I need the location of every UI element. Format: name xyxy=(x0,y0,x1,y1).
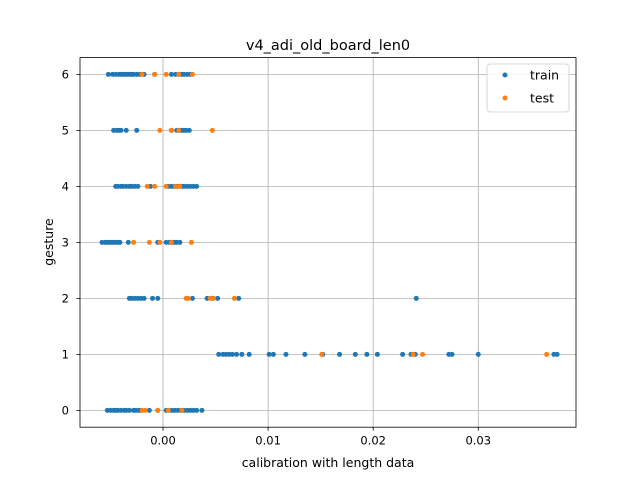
y-axis-label: gesture xyxy=(41,218,56,266)
train-point xyxy=(117,239,123,245)
test-point xyxy=(176,127,182,133)
train-point xyxy=(234,351,240,357)
test-point xyxy=(168,127,174,133)
test-point xyxy=(152,183,158,189)
train-point xyxy=(118,127,124,133)
test-point xyxy=(163,71,169,77)
test-point xyxy=(210,295,216,301)
train-point xyxy=(229,351,235,357)
train-point xyxy=(186,127,192,133)
legend-train-label: train xyxy=(530,68,559,83)
train-point xyxy=(155,295,161,301)
x-tick-label: 0.01 xyxy=(255,434,281,448)
test-point xyxy=(209,127,215,133)
train-point xyxy=(400,351,406,357)
x-tick-label: 0.00 xyxy=(150,434,176,448)
x-tick-label: 0.03 xyxy=(465,434,491,448)
legend-frame xyxy=(486,63,570,113)
test-point xyxy=(163,183,169,189)
test-point xyxy=(168,239,174,245)
legend-test-label: test xyxy=(530,91,554,106)
points-layer xyxy=(99,71,560,413)
test-point xyxy=(144,183,150,189)
train-point xyxy=(168,71,174,77)
legend-train-marker xyxy=(502,72,508,78)
train-point xyxy=(374,351,380,357)
train-point xyxy=(216,351,222,357)
y-tick-label: 2 xyxy=(62,292,69,306)
test-point xyxy=(188,239,194,245)
train-point xyxy=(364,351,370,357)
chart-title: v4_adi_old_board_len0 xyxy=(246,38,410,54)
test-point xyxy=(185,295,191,301)
test-point xyxy=(176,71,182,77)
test-point xyxy=(319,351,325,357)
train-point xyxy=(554,351,560,357)
y-tick-label: 4 xyxy=(62,180,69,194)
train-point xyxy=(125,239,131,245)
y-tick-label: 3 xyxy=(62,236,69,250)
test-point xyxy=(142,407,148,413)
train-point xyxy=(302,351,308,357)
train-point xyxy=(199,407,205,413)
y-tick-label: 6 xyxy=(62,68,69,82)
test-point xyxy=(139,71,145,77)
legend-test-marker xyxy=(502,95,508,101)
train-point xyxy=(150,295,156,301)
train-point xyxy=(141,295,147,301)
train-point xyxy=(126,407,132,413)
train-point xyxy=(105,71,111,77)
test-point xyxy=(231,295,237,301)
train-point xyxy=(194,183,200,189)
test-point xyxy=(410,351,416,357)
train-point xyxy=(177,239,183,245)
train-point xyxy=(283,351,289,357)
test-point xyxy=(173,183,179,189)
test-point xyxy=(146,239,152,245)
train-point xyxy=(337,351,343,357)
y-tick-label: 5 xyxy=(62,124,69,138)
legend: train test xyxy=(486,63,570,113)
train-point xyxy=(475,351,481,357)
test-point xyxy=(152,71,158,77)
test-point xyxy=(157,127,163,133)
test-point xyxy=(179,407,185,413)
test-point xyxy=(189,71,195,77)
test-point xyxy=(155,407,161,413)
train-point xyxy=(189,295,195,301)
train-point xyxy=(266,351,272,357)
train-point xyxy=(449,351,455,357)
ticks-layer: 0.00 0.01 0.02 0.03 0 1 2 3 4 5 6 xyxy=(62,68,491,448)
test-point xyxy=(131,239,137,245)
train-point xyxy=(413,295,419,301)
train-point xyxy=(352,351,358,357)
train-point xyxy=(135,183,141,189)
train-point xyxy=(246,351,252,357)
x-tick-label: 0.02 xyxy=(360,434,386,448)
test-point xyxy=(157,239,163,245)
y-tick-label: 1 xyxy=(62,348,69,362)
test-point xyxy=(420,351,426,357)
x-axis-label: calibration with length data xyxy=(242,455,415,470)
train-point xyxy=(123,127,129,133)
test-point xyxy=(177,183,183,189)
train-point xyxy=(134,127,140,133)
train-point xyxy=(270,351,276,357)
train-point xyxy=(236,295,242,301)
train-point xyxy=(215,295,221,301)
y-tick-label: 0 xyxy=(62,404,69,418)
train-point xyxy=(146,407,152,413)
test-point xyxy=(544,351,550,357)
test-point xyxy=(165,407,171,413)
train-point xyxy=(194,407,200,413)
train-point xyxy=(239,351,245,357)
